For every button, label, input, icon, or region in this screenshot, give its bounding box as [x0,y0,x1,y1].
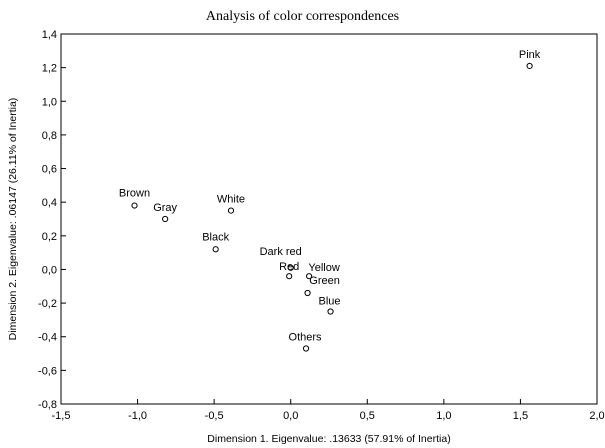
point-label: Red [279,261,299,273]
y-tick-label: -0,8 [38,399,57,411]
point-label: Pink [519,49,541,61]
data-point [227,207,235,214]
y-tick-label: 0,4 [42,197,57,209]
point-label: Yellow [308,262,339,274]
point-label: Others [289,332,323,344]
y-tick-label: 0,6 [42,164,57,176]
x-tick-label: 1,5 [513,410,528,422]
y-tick-label: 1,4 [42,29,57,41]
y-tick-label: 1,0 [42,96,57,108]
x-tick-label: 0,5 [360,410,375,422]
data-point [327,308,334,315]
point-label: Brown [119,188,150,200]
x-axis-label: Dimension 1. Eigenvalue: .13633 (57.91% … [207,433,450,445]
chart-title: Analysis of color correspondences [205,9,400,24]
data-point [162,215,169,223]
y-tick-label: -0,2 [38,298,57,310]
y-tick-label: 1,2 [42,63,57,75]
x-tick-label: -1,5 [52,410,71,422]
point-label: Green [309,275,340,287]
x-tick-label: 2,0 [589,410,604,422]
x-tick-label: -0,5 [205,410,224,422]
y-tick-label: 0,2 [42,231,57,243]
data-point [212,246,219,253]
y-tick-label: -0,6 [38,365,57,377]
x-tick-label: 0,0 [283,410,298,422]
data-point [304,289,311,297]
y-tick-label: 0,0 [42,264,57,276]
data-point [287,264,294,271]
point-label: Blue [319,296,341,308]
y-tick-label: 0,8 [42,130,57,142]
point-label: Gray [153,202,177,214]
y-axis-label: Dimension 2. Eigenvalue: .06147 (26.11% … [7,98,19,341]
data-point [302,345,310,352]
data-point [286,273,293,280]
y-tick-label: -0,4 [38,332,57,344]
data-point [305,273,313,280]
x-tick-label: -1,0 [128,410,147,422]
y-axis-ticks: 1,4 1,2 1,0 0,8 0,6 0,4 0,2 0,0 -0,2 -0,4 -0,6 -0,8 [38,29,66,411]
data-point [131,202,138,209]
x-tick-label: 1,0 [436,410,451,422]
data-point [526,62,533,70]
point-label: Dark red [260,246,302,258]
plot-frame [60,33,598,405]
point-label: White [217,194,245,206]
point-label: Black [202,231,229,243]
x-axis-ticks: -1,5 -1,0 -0,5 0,0 0,5 1,0 1,5 2,0 [52,399,605,422]
